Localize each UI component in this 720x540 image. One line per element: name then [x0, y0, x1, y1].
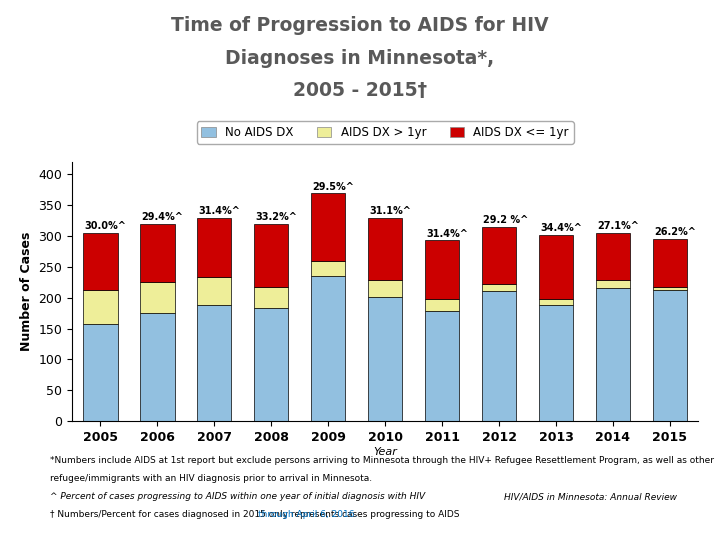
Text: 29.5%^: 29.5%^: [312, 181, 354, 192]
Bar: [539, 305, 573, 421]
Text: 29.2 %^: 29.2 %^: [483, 215, 528, 225]
Text: 30.0%^: 30.0%^: [84, 221, 127, 231]
Bar: [653, 239, 687, 287]
Text: 34.4%^: 34.4%^: [540, 223, 582, 233]
Text: refugee/immigrants with an HIV diagnosis prior to arrival in Minnesota.: refugee/immigrants with an HIV diagnosis…: [50, 474, 372, 483]
Text: 33.2%^: 33.2%^: [256, 212, 297, 222]
Bar: [254, 308, 289, 421]
Bar: [84, 233, 117, 290]
Bar: [482, 291, 516, 421]
Bar: [539, 235, 573, 299]
Bar: [368, 218, 402, 280]
Bar: [197, 218, 231, 278]
Bar: [482, 227, 516, 284]
Bar: [596, 233, 630, 280]
Text: 31.1%^: 31.1%^: [369, 206, 411, 215]
Y-axis label: Number of Cases: Number of Cases: [20, 232, 33, 352]
Bar: [539, 299, 573, 305]
Bar: [368, 280, 402, 297]
Bar: [311, 261, 346, 276]
Text: through April 6, 2016.: through April 6, 2016.: [258, 510, 357, 519]
Bar: [197, 278, 231, 305]
Bar: [140, 224, 174, 282]
Text: ^ Percent of cases progressing to AIDS within one year of initial diagnosis with: ^ Percent of cases progressing to AIDS w…: [50, 492, 426, 502]
Bar: [425, 240, 459, 299]
Text: 26.2%^: 26.2%^: [654, 227, 696, 237]
Bar: [596, 280, 630, 288]
Text: 2005 - 2015†: 2005 - 2015†: [293, 81, 427, 100]
X-axis label: Year: Year: [373, 447, 397, 457]
Bar: [653, 290, 687, 421]
Bar: [482, 284, 516, 291]
Bar: [254, 287, 289, 308]
Bar: [596, 288, 630, 421]
Bar: [140, 313, 174, 421]
Bar: [197, 305, 231, 421]
Bar: [425, 299, 459, 312]
Bar: [254, 224, 289, 287]
Bar: [368, 297, 402, 421]
Text: † Numbers/Percent for cases diagnosed in 2015 only represents cases progressing : † Numbers/Percent for cases diagnosed in…: [50, 510, 463, 519]
Text: 31.4%^: 31.4%^: [426, 228, 468, 239]
Text: HIV/AIDS in Minnesota: Annual Review: HIV/AIDS in Minnesota: Annual Review: [504, 492, 677, 502]
Bar: [311, 276, 346, 421]
Text: 29.4%^: 29.4%^: [141, 212, 184, 222]
Bar: [84, 290, 117, 323]
Text: Diagnoses in Minnesota*,: Diagnoses in Minnesota*,: [225, 49, 495, 68]
Text: *Numbers include AIDS at 1st report but exclude persons arriving to Minnesota th: *Numbers include AIDS at 1st report but …: [50, 456, 714, 465]
Bar: [653, 287, 687, 290]
Bar: [425, 312, 459, 421]
Bar: [140, 282, 174, 313]
Bar: [311, 193, 346, 261]
Text: 27.1%^: 27.1%^: [597, 221, 639, 231]
Legend: No AIDS DX, AIDS DX > 1yr, AIDS DX <= 1yr: No AIDS DX, AIDS DX > 1yr, AIDS DX <= 1y…: [197, 122, 574, 144]
Text: Time of Progression to AIDS for HIV: Time of Progression to AIDS for HIV: [171, 16, 549, 35]
Bar: [84, 323, 117, 421]
Text: 31.4%^: 31.4%^: [199, 206, 240, 215]
